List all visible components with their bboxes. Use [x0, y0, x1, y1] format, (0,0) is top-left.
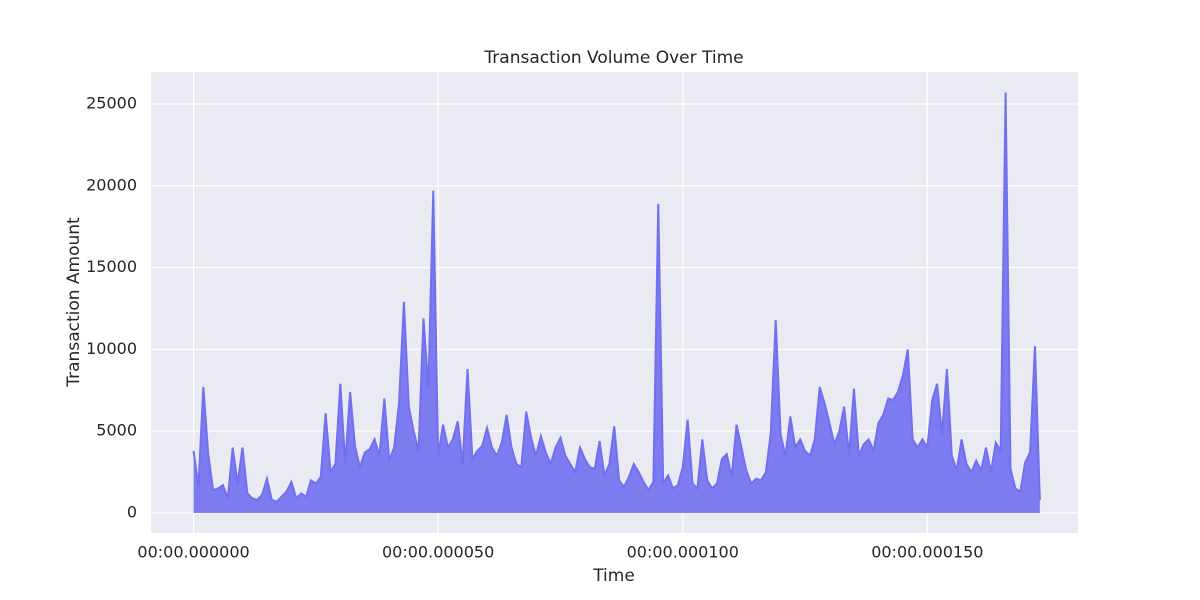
y-tick-label: 10000	[86, 339, 137, 358]
line	[192, 92, 1041, 503]
y-axis-label: Transaction Amount	[64, 217, 84, 388]
marks	[192, 92, 1041, 514]
y-tick-label: 25000	[86, 93, 137, 112]
area	[193, 92, 1040, 514]
x-tick-label: 00:00.000100	[627, 543, 739, 562]
x-tick-label: 00:00.000050	[382, 543, 494, 562]
x-tick-label: 00:00.000150	[871, 543, 983, 562]
y-tick-label: 20000	[86, 175, 137, 194]
y-tick-label: 0	[127, 503, 137, 522]
x-axis-label: Time	[592, 566, 635, 586]
x-tick-label: 00:00.000000	[137, 543, 249, 562]
y-tick-label: 15000	[86, 257, 137, 276]
chart-title: Transaction Volume Over Time	[483, 48, 743, 68]
y-tick-label: 5000	[96, 421, 137, 440]
